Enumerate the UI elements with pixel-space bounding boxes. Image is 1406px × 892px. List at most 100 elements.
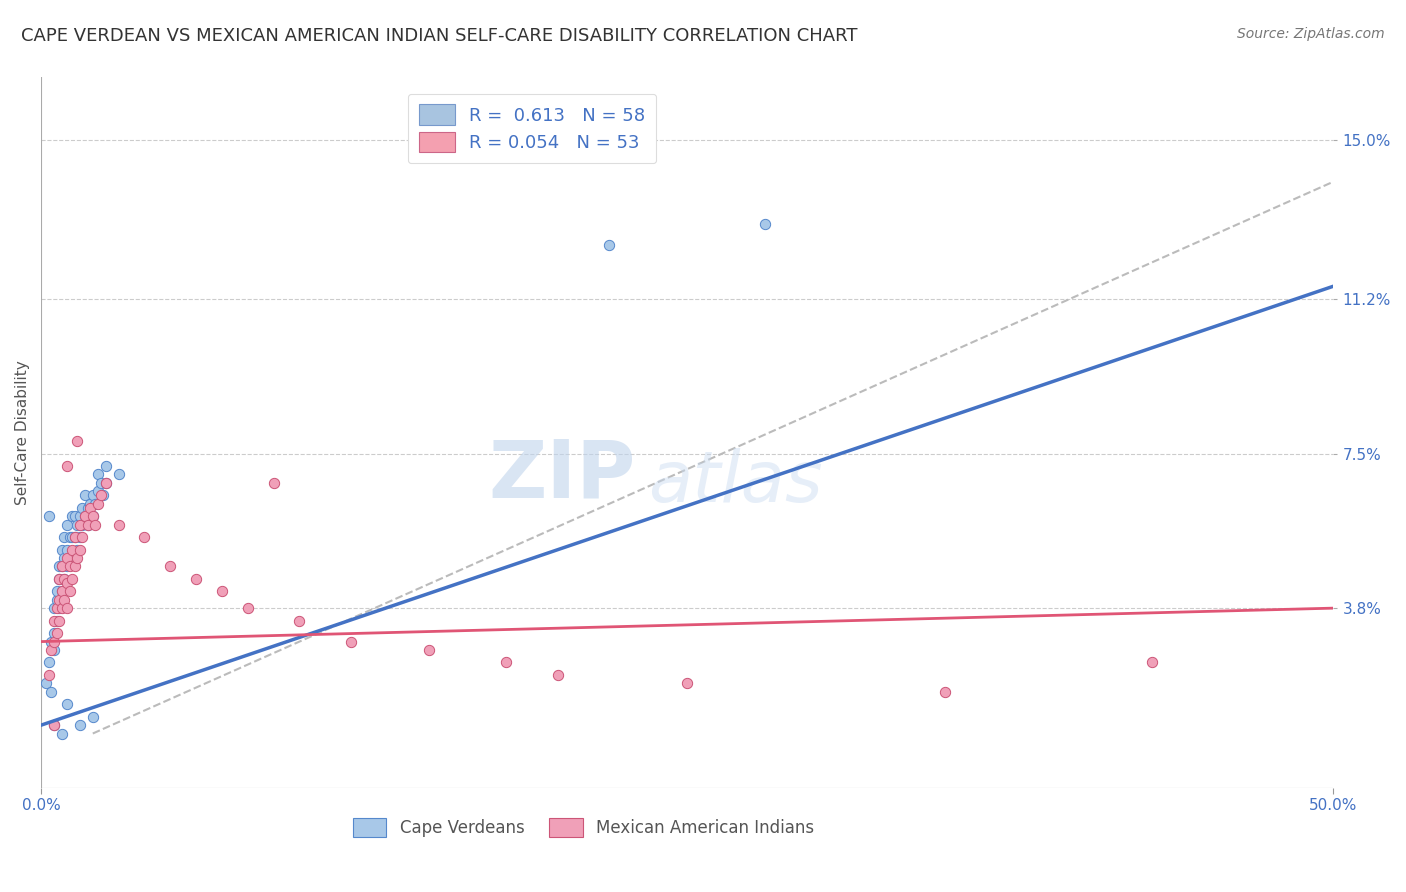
Point	[63, 530, 86, 544]
Point	[236, 601, 259, 615]
Point	[56, 576, 79, 591]
Point	[63, 509, 86, 524]
Point	[72, 500, 94, 515]
Point	[42, 718, 65, 732]
Point	[51, 726, 73, 740]
Point	[159, 559, 181, 574]
Point	[91, 488, 114, 502]
Point	[754, 217, 776, 231]
Point	[87, 467, 110, 482]
Point	[72, 530, 94, 544]
Point	[35, 676, 58, 690]
Point	[87, 484, 110, 499]
Point	[41, 634, 63, 648]
Point	[56, 517, 79, 532]
Point	[48, 559, 70, 574]
Point	[94, 458, 117, 473]
Point	[51, 584, 73, 599]
Point	[42, 634, 65, 648]
Point	[48, 572, 70, 586]
Point	[51, 559, 73, 574]
Point	[63, 530, 86, 544]
Point	[42, 626, 65, 640]
Point	[45, 584, 67, 599]
Point	[211, 584, 233, 599]
Y-axis label: Self-Care Disability: Self-Care Disability	[15, 360, 30, 505]
Point	[82, 509, 104, 524]
Point	[48, 572, 70, 586]
Point	[58, 530, 80, 544]
Point	[69, 718, 91, 732]
Point	[66, 517, 89, 532]
Point	[495, 656, 517, 670]
Point	[76, 517, 98, 532]
Point	[60, 542, 83, 557]
Point	[38, 656, 60, 670]
Point	[51, 601, 73, 615]
Point	[42, 614, 65, 628]
Point	[42, 601, 65, 615]
Point	[134, 530, 156, 544]
Point	[263, 475, 285, 490]
Point	[340, 634, 363, 648]
Point	[69, 517, 91, 532]
Point	[58, 584, 80, 599]
Point	[58, 559, 80, 574]
Point	[288, 614, 311, 628]
Point	[42, 643, 65, 657]
Point	[418, 643, 440, 657]
Point	[82, 710, 104, 724]
Point	[56, 551, 79, 566]
Point	[53, 551, 76, 566]
Point	[1140, 656, 1163, 670]
Point	[73, 509, 96, 524]
Point	[94, 475, 117, 490]
Point	[82, 509, 104, 524]
Point	[72, 517, 94, 532]
Point	[41, 684, 63, 698]
Point	[38, 668, 60, 682]
Point	[53, 530, 76, 544]
Point	[79, 497, 101, 511]
Point	[69, 530, 91, 544]
Point	[53, 572, 76, 586]
Point	[41, 643, 63, 657]
Point	[76, 500, 98, 515]
Point	[51, 584, 73, 599]
Point	[676, 676, 699, 690]
Point	[66, 542, 89, 557]
Point	[42, 718, 65, 732]
Point	[90, 488, 112, 502]
Point	[73, 488, 96, 502]
Point	[84, 517, 107, 532]
Point	[58, 551, 80, 566]
Point	[38, 509, 60, 524]
Point	[56, 458, 79, 473]
Point	[76, 517, 98, 532]
Legend: Cape Verdeans, Mexican American Indians: Cape Verdeans, Mexican American Indians	[346, 811, 821, 844]
Text: ZIP: ZIP	[488, 436, 636, 515]
Point	[53, 572, 76, 586]
Point	[56, 601, 79, 615]
Point	[60, 509, 83, 524]
Point	[66, 434, 89, 448]
Point	[934, 684, 956, 698]
Point	[69, 542, 91, 557]
Point	[63, 559, 86, 574]
Point	[45, 601, 67, 615]
Point	[48, 592, 70, 607]
Point	[90, 475, 112, 490]
Point	[51, 542, 73, 557]
Point	[51, 559, 73, 574]
Point	[69, 509, 91, 524]
Point	[45, 614, 67, 628]
Point	[60, 530, 83, 544]
Point	[82, 488, 104, 502]
Point	[84, 497, 107, 511]
Point	[87, 497, 110, 511]
Point	[184, 572, 207, 586]
Point	[56, 698, 79, 712]
Point	[45, 592, 67, 607]
Point	[66, 551, 89, 566]
Point	[94, 475, 117, 490]
